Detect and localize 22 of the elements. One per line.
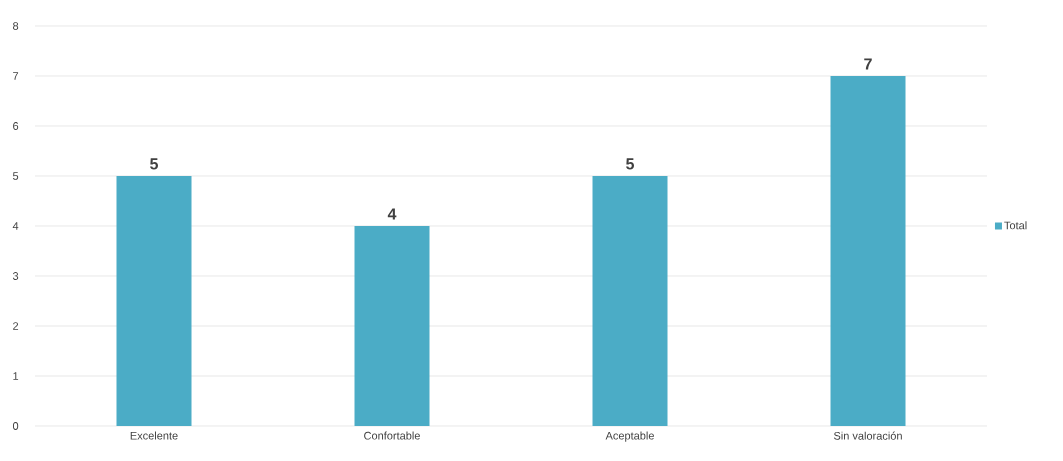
x-tick-label: Excelente <box>130 431 178 440</box>
y-tick-label: 7 <box>13 72 19 80</box>
x-tick-label: Aceptable <box>605 431 654 442</box>
y-tick-label: 5 <box>12 172 19 180</box>
y-tick-label: 4 <box>12 222 19 230</box>
bar <box>830 76 906 426</box>
data-label: 5 <box>150 158 159 170</box>
data-label: 5 <box>626 158 635 170</box>
bar <box>116 176 192 426</box>
bar <box>592 176 668 426</box>
y-tick-label: 6 <box>13 122 19 130</box>
y-tick-label: 8 <box>13 22 19 30</box>
data-label: 4 <box>387 208 397 220</box>
x-tick-label: Confortable <box>364 431 420 440</box>
y-tick-label: 1 <box>13 372 19 380</box>
bar <box>354 226 430 426</box>
legend-label: Total <box>1004 221 1027 230</box>
y-tick-label: 0 <box>12 422 19 430</box>
data-label: 7 <box>864 58 872 70</box>
y-tick-label: 2 <box>13 322 19 330</box>
y-tick-label: 3 <box>12 272 19 280</box>
x-tick-label: Sin valoración <box>833 431 902 440</box>
